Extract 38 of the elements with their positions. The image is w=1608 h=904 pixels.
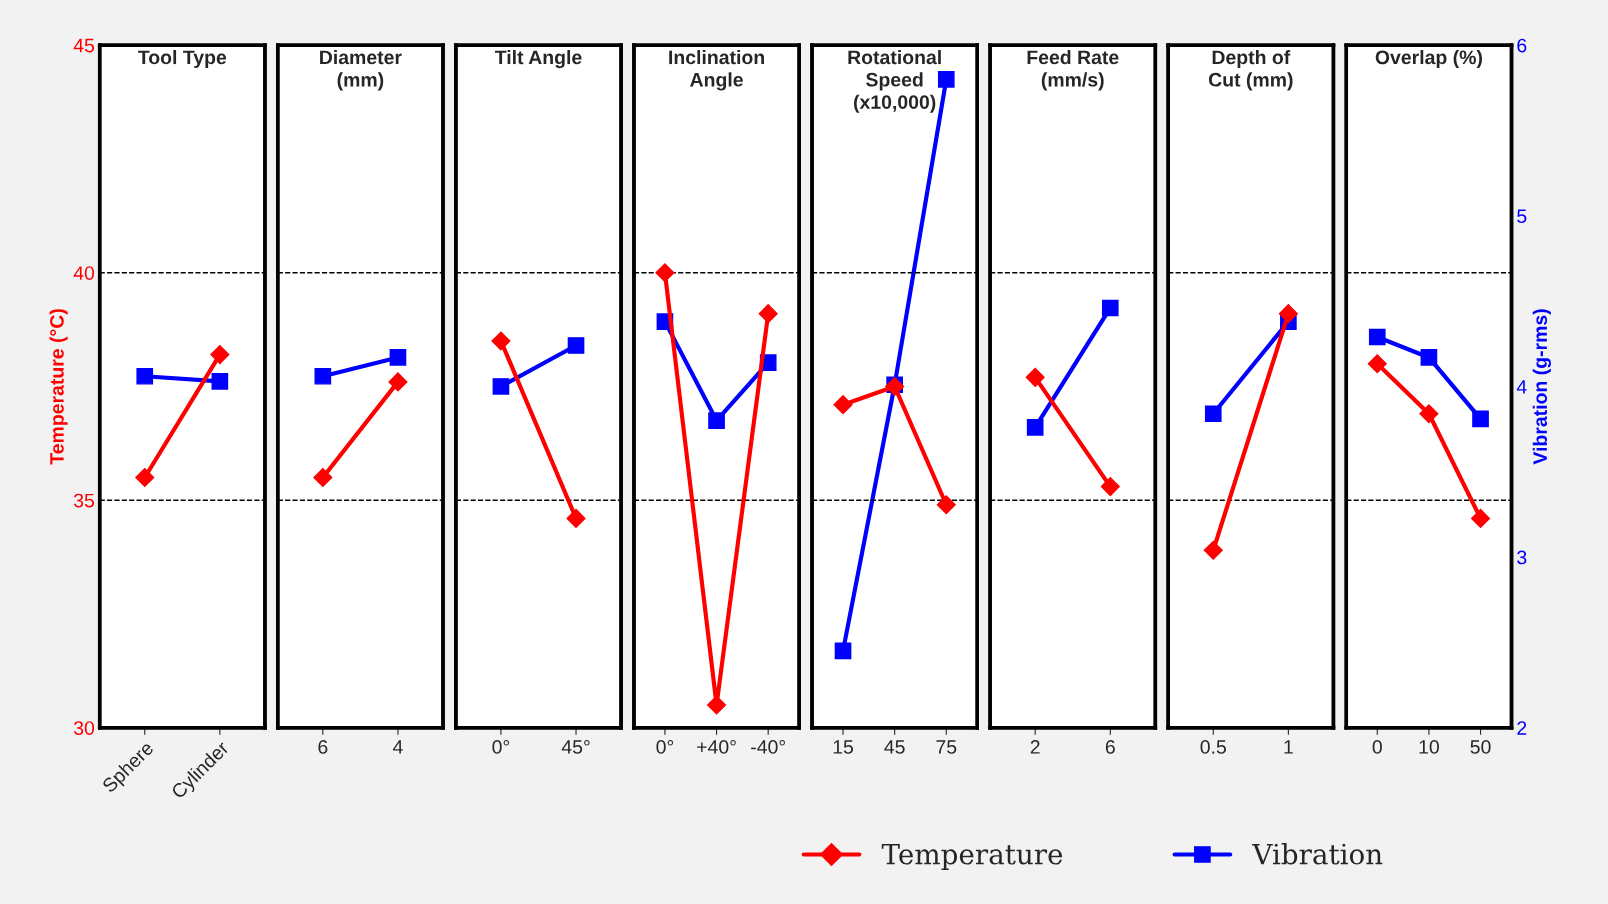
x-tick-label: 4 bbox=[392, 740, 403, 754]
text: Diameter (mm) bbox=[320, 49, 402, 91]
legend-label: Temperature bbox=[881, 843, 1063, 870]
y2-tick-label: 5 bbox=[1517, 209, 1527, 224]
x-tick-label: 45° bbox=[561, 740, 590, 754]
y2-tick-label: 4 bbox=[1516, 380, 1527, 394]
x-tick-label: 0 bbox=[1372, 740, 1382, 754]
y-tick-label: 30 bbox=[73, 721, 95, 735]
text: Rotational Speed (x10,000) bbox=[848, 49, 941, 113]
x-tick-label: 15 bbox=[833, 740, 854, 754]
y-tick-label: 40 bbox=[73, 266, 95, 280]
x-tick-label: -40° bbox=[751, 740, 785, 754]
y-axis-title: Temperature (°C) bbox=[49, 309, 68, 465]
x-tick-label: 75 bbox=[936, 740, 957, 754]
y2-axis-title: Vibration (g-rms) bbox=[1532, 309, 1551, 465]
x-tick-label: 0.5 bbox=[1200, 740, 1226, 754]
chart-title: Tilt Angle bbox=[494, 49, 582, 69]
y2-tick-label: 3 bbox=[1517, 550, 1527, 565]
x-tick-label: 10 bbox=[1419, 740, 1439, 754]
text: Feed Rate (mm/s) bbox=[1027, 49, 1119, 91]
chart-title: Tool Type bbox=[138, 49, 227, 69]
chart-title: Overlap (%) bbox=[1375, 49, 1482, 69]
x-tick-label: 0° bbox=[656, 740, 674, 754]
x-tick-label: 2 bbox=[1030, 740, 1040, 754]
legend-label: Vibration bbox=[1252, 843, 1383, 865]
x-tick-label: 6 bbox=[1105, 740, 1115, 754]
text: Inclination Angle bbox=[669, 49, 764, 91]
x-tick-label: 50 bbox=[1470, 740, 1491, 754]
x-tick-label: +40° bbox=[697, 740, 736, 754]
x-tick-label: 6 bbox=[318, 740, 328, 754]
y-tick-label: 35 bbox=[73, 493, 95, 508]
x-tick-label: 0° bbox=[492, 740, 510, 754]
y2-tick-label: 2 bbox=[1517, 721, 1527, 735]
text: Depth of Cut (mm) bbox=[1208, 49, 1293, 91]
y-tick-label: 45 bbox=[73, 38, 95, 53]
x-tick-label: 1 bbox=[1284, 740, 1293, 754]
y2-tick-label: 6 bbox=[1517, 38, 1527, 53]
x-tick-label: 45 bbox=[884, 740, 905, 754]
